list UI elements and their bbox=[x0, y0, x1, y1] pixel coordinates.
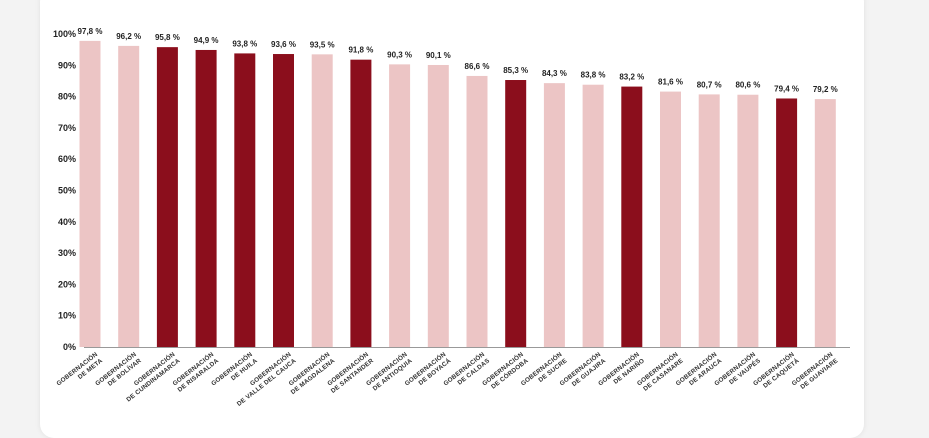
data-label: 79,4 % bbox=[774, 84, 799, 93]
y-tick-label: 50% bbox=[58, 186, 76, 196]
bar bbox=[737, 94, 759, 347]
y-tick-label: 30% bbox=[58, 248, 76, 258]
bar bbox=[311, 54, 333, 347]
y-tick-label: 40% bbox=[58, 217, 76, 227]
data-label: 80,6 % bbox=[735, 81, 760, 90]
data-label: 79,2 % bbox=[813, 85, 838, 94]
data-label: 93,5 % bbox=[310, 40, 335, 49]
bar bbox=[776, 98, 798, 347]
data-label: 91,8 % bbox=[348, 46, 373, 55]
data-label: 90,3 % bbox=[387, 50, 412, 59]
bar bbox=[543, 83, 565, 348]
y-tick-label: 20% bbox=[58, 279, 76, 289]
bar bbox=[234, 53, 256, 347]
bar-chart: 0% 10% 20% 30% 40% 50% 60% 70% 80% 90% 100% 97,8 % G… bbox=[53, 27, 850, 408]
bar bbox=[156, 47, 178, 348]
data-label: 81,6 % bbox=[658, 78, 683, 87]
bar bbox=[466, 75, 488, 347]
y-tick-label: 70% bbox=[58, 123, 76, 133]
bar bbox=[273, 54, 294, 347]
bar bbox=[621, 86, 643, 348]
data-label: 86,6 % bbox=[465, 62, 490, 71]
bar bbox=[79, 40, 101, 348]
bar bbox=[118, 45, 140, 347]
data-label: 93,8 % bbox=[232, 39, 257, 48]
data-label: 83,2 % bbox=[619, 73, 644, 82]
y-tick-label: 90% bbox=[58, 60, 76, 70]
bar bbox=[814, 99, 836, 347]
y-tick-label: 100% bbox=[53, 29, 76, 39]
data-label: 83,8 % bbox=[581, 71, 606, 80]
data-label: 94,9 % bbox=[194, 36, 219, 45]
y-tick-label: 0% bbox=[63, 342, 76, 352]
y-tick-label: 60% bbox=[58, 154, 76, 164]
bar bbox=[582, 84, 604, 348]
bar bbox=[698, 94, 720, 347]
data-label: 85,3 % bbox=[503, 66, 528, 75]
bar bbox=[389, 64, 411, 348]
data-label: 96,2 % bbox=[116, 32, 141, 41]
bar bbox=[505, 80, 527, 348]
data-label: 93,6 % bbox=[271, 40, 296, 49]
y-tick-label: 10% bbox=[58, 311, 76, 321]
data-label: 80,7 % bbox=[697, 80, 722, 89]
data-label: 84,3 % bbox=[542, 69, 567, 78]
data-label: 90,1 % bbox=[426, 51, 451, 60]
bar bbox=[427, 64, 449, 347]
bar bbox=[660, 91, 681, 347]
bar bbox=[195, 49, 217, 347]
data-label: 97,8 % bbox=[78, 27, 103, 36]
bar bbox=[350, 59, 372, 347]
y-tick-label: 80% bbox=[58, 92, 76, 102]
data-label: 95,8 % bbox=[155, 33, 180, 42]
